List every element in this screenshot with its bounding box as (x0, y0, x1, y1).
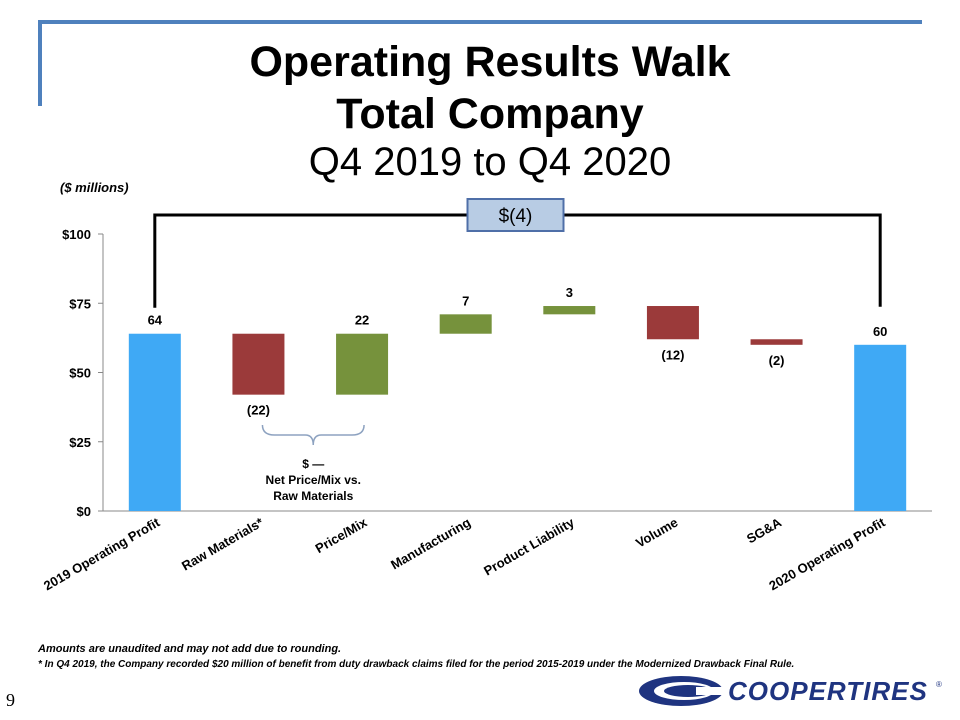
page-subtitle: Q4 2019 to Q4 2020 (308, 140, 672, 184)
y-tick-label: $25 (69, 435, 91, 450)
data-label-5: (12) (661, 347, 684, 362)
bar-7 (854, 344, 907, 511)
bar-4 (543, 306, 596, 315)
brace-annotation-line-2: Raw Materials (273, 489, 353, 503)
bar-3 (439, 314, 492, 334)
x-tick-label-7: 2020 Operating Profit (766, 514, 888, 593)
data-label-3: 7 (462, 293, 469, 308)
data-label-0: 64 (148, 313, 163, 328)
bar-1 (232, 333, 285, 395)
data-label-1: (22) (247, 403, 270, 418)
bar-5 (646, 306, 699, 340)
cooper-tires-logo: COOPERTIRES ® (636, 672, 946, 710)
total-change-label: $(4) (499, 206, 533, 227)
page-number: 9 (6, 690, 15, 710)
page-title-line1: Operating Results Walk (249, 38, 731, 86)
frame-left-rule (38, 20, 42, 106)
x-tick-label-6: SG&A (744, 514, 785, 546)
brace-annotation-line-0: $ — (302, 457, 324, 471)
waterfall-chart: $0 $25 $50 $75 $100 64 2019 Operating Profit (2… (41, 198, 932, 593)
logo-wordmark: COOPERTIRES (728, 676, 928, 706)
footnote-drawback: * In Q4 2019, the Company recorded $20 m… (38, 659, 795, 670)
data-label-2: 22 (355, 313, 369, 328)
data-label-6: (2) (769, 353, 785, 368)
total-change-box (466, 198, 565, 232)
x-tick-label-4: Product Liability (481, 514, 577, 578)
x-tick-label-3: Manufacturing (388, 515, 473, 573)
x-tick-label-0: 2019 Operating Profit (41, 514, 163, 593)
bar-2 (336, 333, 389, 395)
y-tick-label: $50 (69, 366, 91, 381)
data-label-7: 60 (873, 324, 887, 339)
y-tick-label: $0 (77, 504, 91, 519)
page-title-line2: Total Company (336, 90, 644, 138)
frame-top-rule (40, 20, 922, 24)
x-tick-label-1: Raw Materials* (179, 514, 267, 573)
logo-trademark: ® (936, 680, 942, 689)
x-tick-label-5: Volume (633, 515, 680, 551)
y-tick-label: $100 (62, 227, 91, 242)
x-tick-label-2: Price/Mix (313, 514, 371, 556)
brace-annotation-line-1: Net Price/Mix vs. (266, 473, 361, 487)
y-tick-label: $75 (69, 296, 91, 311)
logo-swoosh-icon (639, 676, 726, 706)
data-label-4: 3 (566, 285, 573, 300)
bar-0 (128, 333, 181, 511)
price-mix-brace (261, 424, 365, 446)
footnote-rounding: Amounts are unaudited and may not add du… (38, 643, 342, 655)
units-label: ($ millions) (60, 180, 129, 195)
bar-6 (750, 339, 803, 345)
